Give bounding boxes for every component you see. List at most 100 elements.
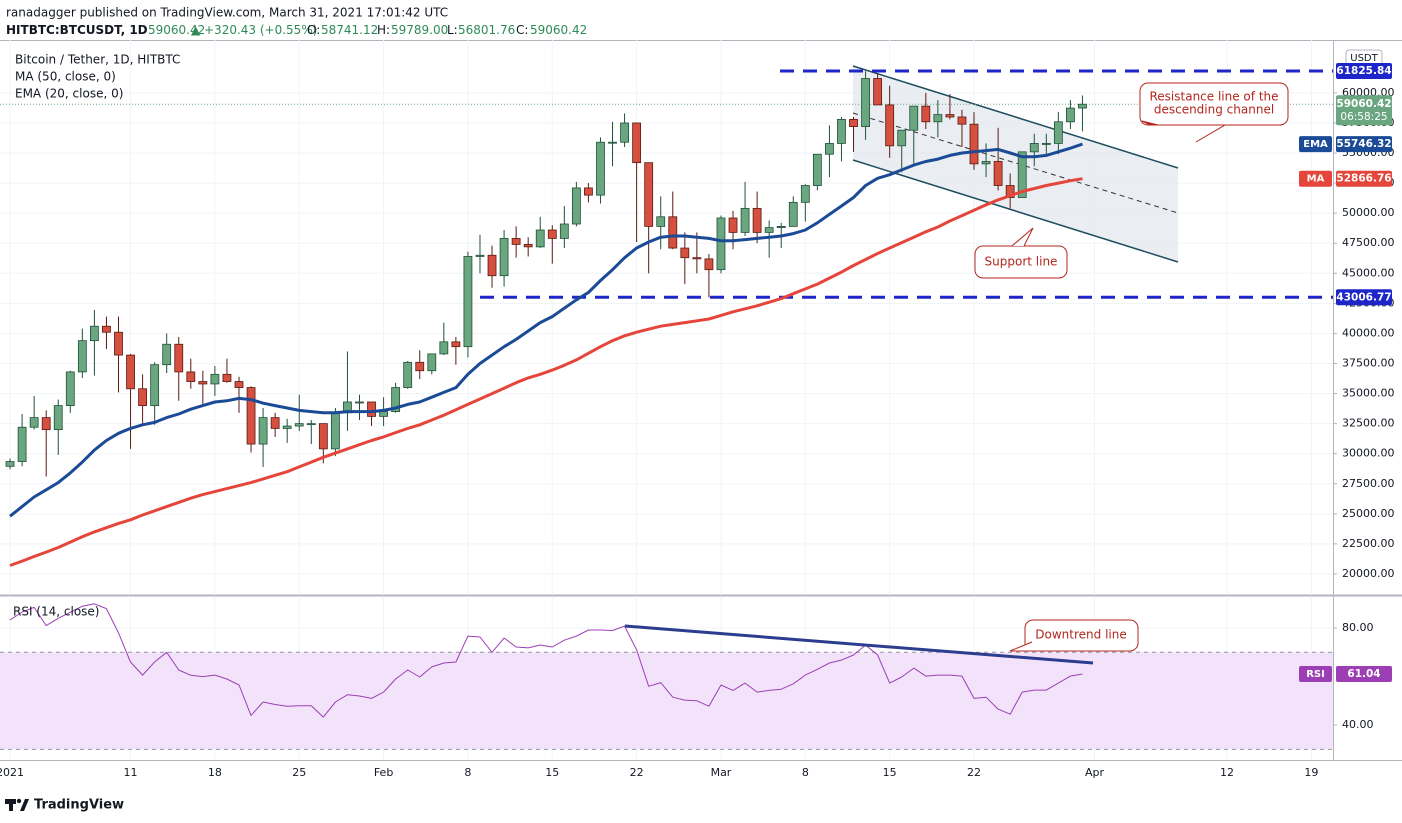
callout-pointer xyxy=(1011,227,1034,247)
candle-body xyxy=(523,244,533,248)
change: +320.43 (+0.55%) xyxy=(204,23,317,37)
y-tick-label: 37500.00 xyxy=(1342,356,1395,369)
candle-body xyxy=(451,341,461,348)
channel-mid xyxy=(852,112,1179,214)
y-tick-label: 80.00 xyxy=(1342,621,1374,634)
x-tick-label: 2021 xyxy=(0,766,24,779)
x-tick-label: 8 xyxy=(802,766,809,779)
candle-body xyxy=(1066,107,1075,123)
candle-body xyxy=(150,364,160,406)
footer: TradingView xyxy=(5,798,124,813)
x-tick-label: Feb xyxy=(374,766,393,779)
candle-body xyxy=(306,423,316,426)
x-tick-label: 18 xyxy=(208,766,222,779)
series-last-label-box xyxy=(1336,136,1392,153)
candle-body xyxy=(258,417,268,445)
rsi-title: RSI (14, close) xyxy=(13,605,99,619)
candle-body xyxy=(427,353,437,372)
series-tag: MA xyxy=(1307,174,1325,185)
candle-body xyxy=(5,461,15,467)
candle-body xyxy=(825,143,834,155)
candle-body xyxy=(740,207,750,233)
x-tick-label: 12 xyxy=(1220,766,1234,779)
ohlc-value: 59789.00 xyxy=(391,23,448,37)
logo-bar xyxy=(9,799,13,811)
candle-body xyxy=(1017,151,1027,198)
callout: Support line xyxy=(974,227,1068,279)
annotation: Downtrend line xyxy=(1035,628,1126,642)
candle-body xyxy=(222,373,232,382)
candle-body xyxy=(788,201,798,227)
rsi-pane xyxy=(0,603,1333,750)
candle-body xyxy=(29,417,39,428)
candle-body xyxy=(993,161,1003,186)
candle-body xyxy=(752,207,762,233)
channel-lower xyxy=(852,159,1179,263)
frame xyxy=(0,40,1402,761)
candle-body xyxy=(174,343,184,373)
candle-body xyxy=(547,229,557,239)
candle-body xyxy=(1041,143,1051,145)
y-tick-label: 25000.00 xyxy=(1342,507,1395,520)
candle-body xyxy=(584,187,593,196)
y-tick-label: 47500.00 xyxy=(1342,236,1395,249)
y-tick-label: 22500.00 xyxy=(1342,537,1395,550)
candle-body xyxy=(776,226,786,229)
candle-body xyxy=(656,216,666,227)
ma-line xyxy=(9,177,1083,567)
candle-body xyxy=(620,122,629,143)
y-tick-label: 35000.00 xyxy=(1342,387,1395,400)
candle-body xyxy=(77,340,87,373)
candle-body xyxy=(608,141,617,144)
y-tick-label: 40000.00 xyxy=(1342,326,1395,339)
ohlc-label: L: xyxy=(447,23,458,37)
last-price-label: 59060.42 xyxy=(1336,98,1391,110)
legend-entry: MA (50, close, 0) xyxy=(15,70,116,84)
series-last-label: 52866.76 xyxy=(1336,173,1391,185)
candle-body xyxy=(65,371,75,406)
candle-body xyxy=(933,114,943,123)
x-tick-label: 19 xyxy=(1304,766,1318,779)
candle-body xyxy=(969,123,979,165)
candle-body xyxy=(487,254,497,277)
candle-body xyxy=(644,162,654,227)
candle-body xyxy=(692,257,702,260)
candle-body xyxy=(837,118,846,144)
callout-pointer xyxy=(1009,641,1040,652)
candle-body xyxy=(415,361,425,372)
callout: Resistance line of the descending channe… xyxy=(1139,82,1289,143)
plot xyxy=(0,69,1333,750)
candle-body xyxy=(162,343,172,366)
candle-body xyxy=(41,417,51,431)
ohlc-label: O: xyxy=(307,23,320,37)
candle-body xyxy=(511,238,521,245)
series-tag-box xyxy=(1299,666,1332,683)
candle-body xyxy=(282,425,292,429)
candle-body xyxy=(294,423,304,427)
candle-body xyxy=(1005,185,1015,198)
rsi-band xyxy=(0,652,1333,750)
x-tick-label: 11 xyxy=(124,766,138,779)
x-tick-label: 22 xyxy=(630,766,644,779)
candle-body xyxy=(571,187,581,225)
x-tick-label: 22 xyxy=(967,766,981,779)
logo-dot xyxy=(16,798,22,804)
candle-body xyxy=(885,104,895,147)
candle-body xyxy=(632,122,642,164)
candle-body xyxy=(873,78,883,106)
x-tick-label: 15 xyxy=(545,766,559,779)
y-tick-label: 30000.00 xyxy=(1342,447,1395,460)
candle-body xyxy=(680,247,690,259)
candle-body xyxy=(499,238,509,277)
candle-body xyxy=(909,105,919,131)
candle-body xyxy=(114,331,123,356)
callout-box xyxy=(1024,619,1139,652)
candle-body xyxy=(559,223,569,239)
annotation: descending channel xyxy=(1154,103,1274,117)
candle-body xyxy=(1029,143,1039,153)
candle-body xyxy=(367,401,376,417)
candle-body xyxy=(921,105,931,123)
candle-body xyxy=(668,216,678,249)
